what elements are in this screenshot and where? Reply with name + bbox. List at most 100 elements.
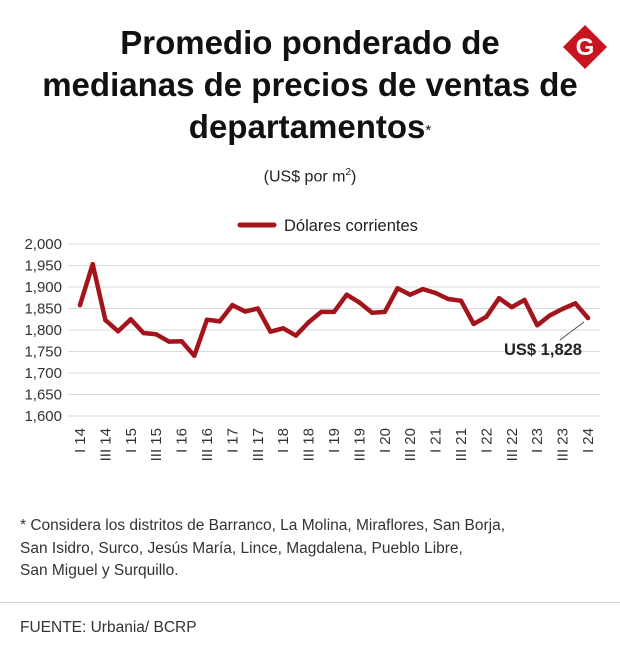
footnote-line-3: San Miguel y Surquillo. [20, 562, 179, 579]
gestion-logo-icon: G [563, 25, 607, 69]
data-point [573, 301, 578, 306]
legend: Dólares corrientes [237, 217, 418, 235]
data-point [331, 309, 337, 315]
data-point [230, 302, 235, 308]
y-tick-label: 1,600 [24, 408, 62, 425]
x-tick-label: III 22 [504, 428, 521, 461]
x-tick-label: III 20 [402, 428, 419, 461]
data-point [357, 300, 362, 305]
data-point [420, 286, 426, 292]
data-point [77, 302, 83, 308]
data-point [293, 333, 299, 338]
x-tick-label: I 21 [428, 428, 445, 453]
data-point [128, 317, 133, 322]
data-point [382, 309, 387, 315]
data-point [179, 338, 184, 344]
chart-subtitle: (US$ por m2) [0, 167, 620, 186]
logo-diamond [563, 25, 607, 69]
x-tick-label: III 23 [555, 428, 572, 461]
data-point [446, 296, 451, 302]
data-point [268, 329, 273, 334]
data-point [522, 297, 527, 303]
data-point [547, 313, 553, 318]
annotation-leader-line [559, 321, 585, 341]
data-point [433, 290, 438, 296]
y-tick-label: 1,900 [24, 279, 62, 296]
x-tick-label: III 15 [148, 428, 165, 461]
x-tick-label: I 24 [580, 428, 597, 453]
x-tick-label: I 14 [72, 428, 89, 453]
subtitle-close: ) [351, 168, 357, 186]
x-tick-label: III 17 [250, 428, 267, 461]
series-group [77, 261, 591, 359]
x-tick-label: III 16 [199, 428, 216, 461]
data-point [369, 310, 375, 315]
title-line-3: departamentos* [20, 106, 600, 148]
x-tick-label: I 15 [123, 428, 140, 453]
y-tick-label: 2,000 [24, 236, 62, 253]
data-point [306, 320, 311, 325]
x-tick-label: III 19 [351, 428, 368, 461]
data-point [585, 315, 591, 321]
data-point [166, 339, 172, 344]
x-tick-label: III 21 [453, 428, 470, 461]
data-point [496, 295, 502, 301]
footnote-line-1: * Considera los distritos de Barranco, L… [20, 517, 506, 534]
y-tick-label: 1,950 [24, 258, 62, 275]
subtitle-superscript: 2 [345, 167, 352, 178]
data-point [319, 309, 324, 315]
data-point [458, 298, 464, 303]
title-line-3-text: departamentos [188, 108, 426, 145]
subtitle-text: (US$ por m [263, 168, 346, 186]
data-point [408, 292, 413, 297]
data-point [484, 314, 489, 319]
divider [0, 602, 620, 603]
source-credit: FUENTE: Urbania/ BCRP [20, 619, 197, 636]
y-tick-label: 1,750 [24, 344, 62, 361]
data-point [141, 330, 146, 336]
data-point [471, 321, 476, 327]
data-point [535, 323, 540, 328]
line-chart: Dólares corrientes 2,000 1,950 1,900 1,850 1… [24, 217, 600, 461]
x-tick-label: I 17 [224, 428, 241, 453]
data-point [255, 306, 260, 311]
y-tick-label: 1,700 [24, 365, 62, 382]
data-point [115, 329, 121, 334]
title-asterisk: * [425, 122, 432, 139]
y-tick-label: 1,850 [24, 301, 62, 318]
annotation-group: US$ 1,828 [504, 321, 585, 359]
grid-lines [68, 243, 600, 417]
y-axis-tick-labels: 2,000 1,950 1,900 1,850 1,800 1,750 1,700 1,650… [24, 236, 62, 425]
footnote: * Considera los distritos de Barranco, L… [20, 515, 600, 583]
title-line-2: medianas de precios de ventas de [42, 66, 578, 103]
legend-label: Dólares corrientes [284, 217, 418, 235]
last-value-annotation: US$ 1,828 [504, 341, 582, 359]
data-point [281, 326, 286, 331]
x-tick-label: III 18 [301, 428, 318, 461]
data-point [217, 319, 222, 324]
x-tick-label: I 16 [174, 428, 191, 453]
y-tick-label: 1,650 [24, 387, 62, 404]
x-tick-label: I 23 [529, 428, 546, 453]
footnote-line-2: San Isidro, Surco, Jesús María, Lince, M… [20, 539, 463, 557]
x-tick-label: I 18 [275, 428, 292, 453]
data-point [560, 306, 565, 312]
data-point [154, 332, 159, 337]
data-point [90, 262, 95, 267]
data-point [204, 317, 210, 322]
data-point [395, 286, 400, 291]
data-point [344, 292, 349, 297]
x-tick-label: I 20 [377, 428, 394, 453]
chart-title: Promedio ponderado de medianas de precio… [20, 22, 600, 148]
logo-letter: G [576, 34, 595, 61]
title-line-1: Promedio ponderado de [120, 24, 500, 61]
y-tick-label: 1,800 [24, 322, 62, 339]
x-tick-label: I 22 [478, 428, 495, 453]
data-point [103, 317, 108, 323]
data-point [242, 309, 248, 314]
x-tick-label: I 19 [326, 428, 343, 453]
x-tick-label: III 14 [97, 428, 114, 461]
x-axis-tick-labels: I 14 III 14 I 15 III 15 I 16 III 16 I 17 III 17… [72, 428, 597, 461]
data-point [192, 353, 197, 358]
data-point [509, 305, 514, 310]
